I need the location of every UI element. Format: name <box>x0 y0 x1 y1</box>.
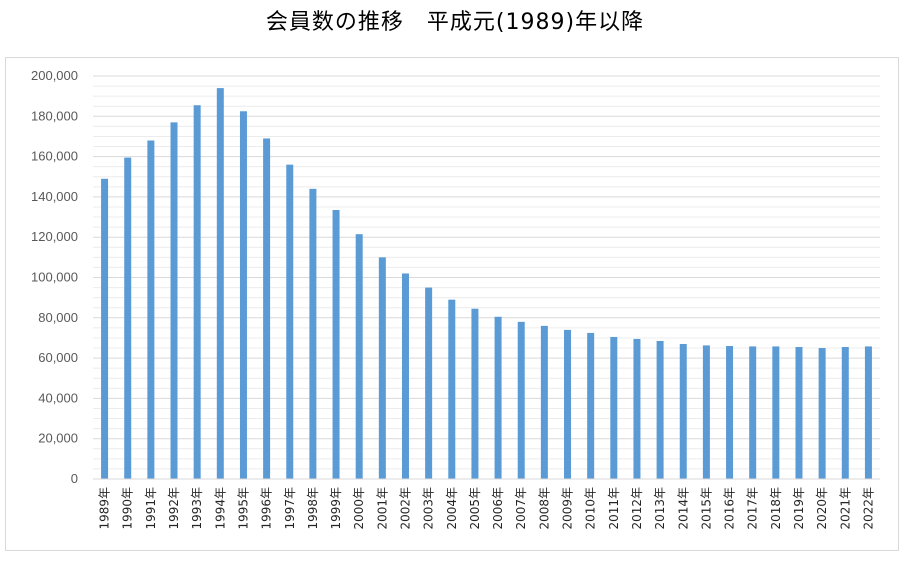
bar-2016年 <box>726 346 734 479</box>
x-tick-label: 2000年 <box>352 487 366 530</box>
x-tick-label: 2010年 <box>584 487 598 530</box>
y-tick-label: 40,000 <box>38 390 78 405</box>
x-tick-label: 2018年 <box>769 487 783 530</box>
y-tick-label: 120,000 <box>31 229 78 244</box>
x-tick-label: 2001年 <box>375 487 389 530</box>
bar-2012年 <box>633 338 641 479</box>
x-tick-label: 1990年 <box>121 487 135 530</box>
bar-2022年 <box>864 346 872 479</box>
x-axis-ticks: 1989年 1990年 1991年 1992年 1993年 1994年 1995年 1996年… <box>98 487 876 530</box>
x-tick-label: 1996年 <box>260 487 274 530</box>
x-tick-label: 2002年 <box>398 487 412 530</box>
bar-2011年 <box>610 336 618 479</box>
x-tick-label: 2021年 <box>838 487 852 530</box>
x-tick-label: 2015年 <box>699 487 713 530</box>
x-tick-label: 2007年 <box>514 487 528 530</box>
y-tick-label: 20,000 <box>38 431 78 446</box>
bar-1996年 <box>263 138 271 479</box>
bar-1989年 <box>101 178 109 479</box>
bar-2013年 <box>656 340 664 479</box>
x-tick-label: 2017年 <box>746 487 760 530</box>
x-tick-label: 1992年 <box>167 487 181 530</box>
x-tick-label: 1997年 <box>283 487 297 530</box>
x-tick-label: 2013年 <box>653 487 667 530</box>
y-tick-label: 200,000 <box>31 68 78 83</box>
bar-2010年 <box>587 332 595 479</box>
bar-2019年 <box>795 347 803 479</box>
bar-2008年 <box>540 325 548 479</box>
x-tick-label: 2008年 <box>537 487 551 530</box>
x-tick-label: 2022年 <box>861 487 875 530</box>
bar-2005年 <box>471 308 479 479</box>
bar-1994年 <box>216 88 224 479</box>
y-tick-label: 180,000 <box>31 108 78 123</box>
bar-2018年 <box>772 346 780 479</box>
bar-2017年 <box>749 346 757 479</box>
x-tick-label: 2014年 <box>676 487 690 530</box>
bar-2002年 <box>401 273 409 479</box>
x-tick-label: 1993年 <box>190 487 204 530</box>
bar-1998年 <box>309 188 317 479</box>
x-tick-label: 2012年 <box>630 487 644 530</box>
chart-title: 会員数の推移 平成元(1989)年以降 <box>265 10 645 35</box>
bar-2006年 <box>494 316 502 479</box>
bar-2007年 <box>517 321 525 479</box>
y-tick-label: 0 <box>71 471 78 486</box>
bar-2001年 <box>378 257 386 479</box>
x-tick-label: 2020年 <box>815 487 829 530</box>
y-tick-label: 160,000 <box>31 149 78 164</box>
bar-2000年 <box>355 234 363 479</box>
x-tick-label: 2006年 <box>491 487 505 530</box>
bar-1992年 <box>170 122 178 479</box>
y-tick-label: 140,000 <box>31 189 78 204</box>
x-tick-label: 2009年 <box>561 487 575 530</box>
bars <box>101 88 872 480</box>
x-tick-label: 2004年 <box>445 487 459 530</box>
bar-2015年 <box>702 345 710 479</box>
bar-1991年 <box>147 140 155 480</box>
x-tick-label: 2005年 <box>468 487 482 530</box>
x-tick-label: 2003年 <box>422 487 436 530</box>
bar-1990年 <box>124 157 132 480</box>
bar-2020年 <box>818 348 826 479</box>
y-tick-label: 100,000 <box>31 270 78 285</box>
x-tick-label: 1998年 <box>306 487 320 530</box>
x-tick-label: 1989年 <box>98 487 112 530</box>
bar-2021年 <box>841 347 849 479</box>
y-axis-ticks: 0 20,000 40,000 60,000 80,000 100,000 120,000 1… <box>31 68 78 486</box>
x-tick-label: 2016年 <box>723 487 737 530</box>
bar-1995年 <box>239 111 247 479</box>
bar-2004年 <box>448 299 456 479</box>
x-tick-label: 1994年 <box>213 487 227 530</box>
y-tick-label: 60,000 <box>38 350 78 365</box>
y-tick-label: 80,000 <box>38 310 78 325</box>
bar-2014年 <box>679 343 687 479</box>
bar-2003年 <box>425 287 433 479</box>
x-tick-label: 1991年 <box>144 487 158 530</box>
x-tick-label: 1995年 <box>236 487 250 530</box>
gridlines <box>93 75 880 470</box>
bar-1993年 <box>193 105 201 479</box>
bar-2009年 <box>564 329 572 479</box>
bar-1999年 <box>332 209 340 479</box>
x-tick-label: 1999年 <box>329 487 343 530</box>
bar-1997年 <box>286 164 294 479</box>
x-tick-label: 2019年 <box>792 487 806 530</box>
x-tick-label: 2011年 <box>607 487 621 530</box>
